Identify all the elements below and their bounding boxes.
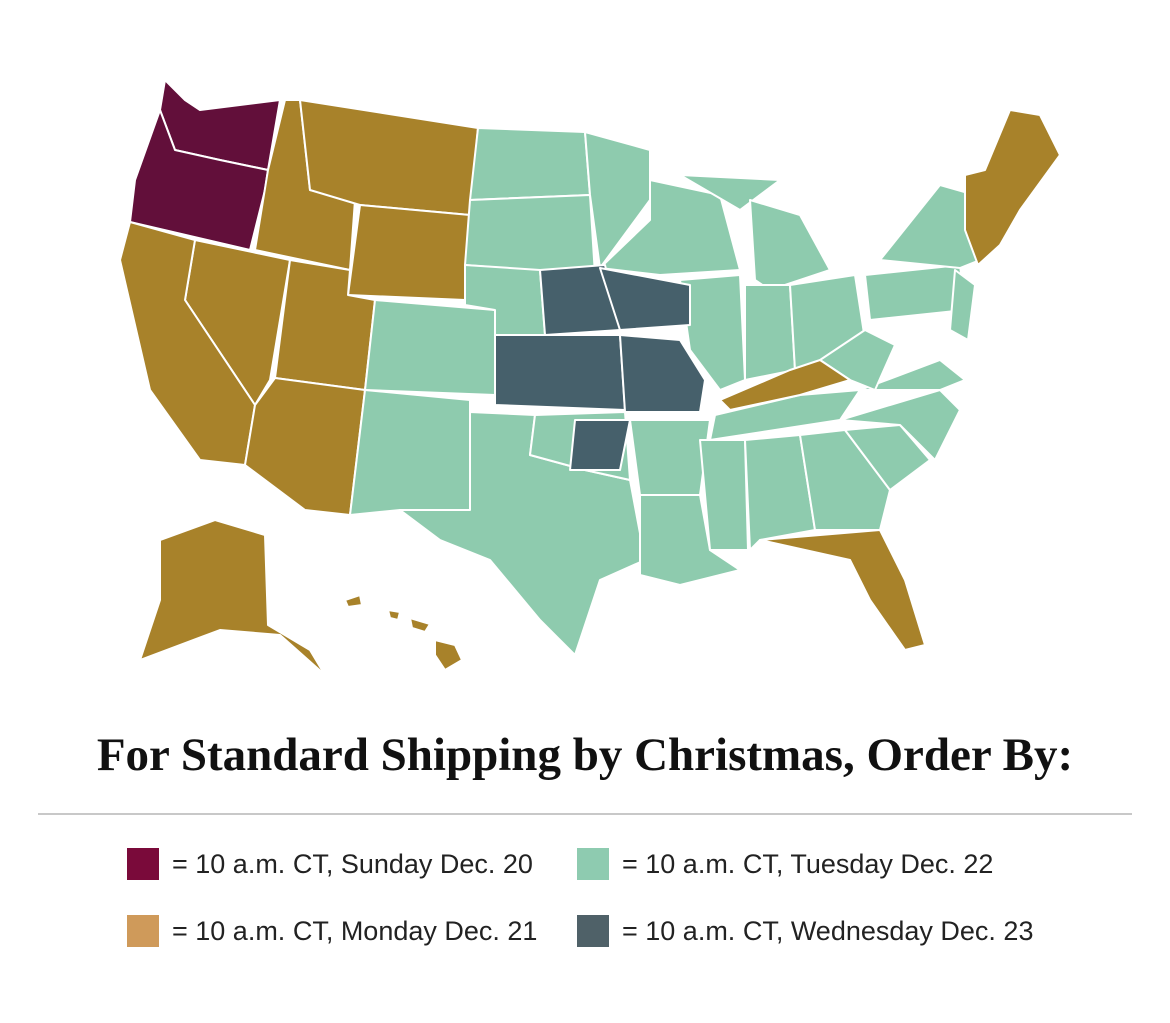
map-regions <box>119 79 1061 676</box>
title: For Standard Shipping by Christmas, Orde… <box>96 729 1074 781</box>
legend-item: = 10 a.m. CT, Monday Dec. 21 <box>127 915 537 947</box>
legend-swatch <box>127 915 159 947</box>
legend-swatch <box>577 915 609 947</box>
legend-label: = 10 a.m. CT, Wednesday Dec. 23 <box>622 915 1034 946</box>
legend-label: = 10 a.m. CT, Tuesday Dec. 22 <box>622 848 994 879</box>
legend-swatch <box>127 848 159 880</box>
legend-item: = 10 a.m. CT, Wednesday Dec. 23 <box>577 915 1033 947</box>
us-map <box>119 79 1061 676</box>
legend-label: = 10 a.m. CT, Sunday Dec. 20 <box>172 848 533 879</box>
legend-swatch <box>577 848 609 880</box>
legend-item: = 10 a.m. CT, Sunday Dec. 20 <box>127 848 533 880</box>
legend-item: = 10 a.m. CT, Tuesday Dec. 22 <box>577 848 993 880</box>
legend-label: = 10 a.m. CT, Monday Dec. 21 <box>172 915 538 946</box>
divider <box>38 813 1132 815</box>
